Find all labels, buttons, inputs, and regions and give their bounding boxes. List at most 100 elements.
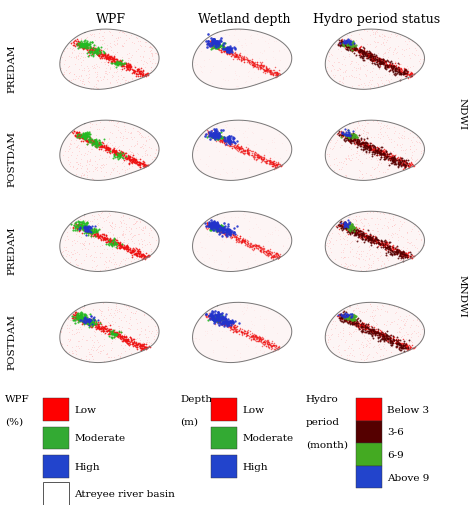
Point bbox=[124, 243, 132, 251]
Point bbox=[88, 314, 96, 322]
Point bbox=[263, 66, 271, 74]
Point bbox=[255, 336, 263, 344]
Point bbox=[147, 69, 155, 77]
Point bbox=[225, 226, 233, 234]
Point bbox=[386, 244, 393, 252]
Point bbox=[133, 342, 141, 350]
Point bbox=[244, 237, 251, 245]
Point bbox=[76, 44, 84, 52]
Point bbox=[355, 228, 363, 236]
Point bbox=[213, 222, 220, 230]
Point bbox=[334, 312, 342, 320]
Point bbox=[404, 344, 412, 352]
Point bbox=[109, 167, 116, 175]
Point bbox=[76, 40, 83, 48]
Point bbox=[74, 342, 82, 350]
Point bbox=[212, 38, 220, 46]
Point bbox=[213, 129, 220, 137]
Point bbox=[396, 340, 403, 348]
Point bbox=[215, 46, 223, 55]
Point bbox=[352, 313, 359, 321]
Point bbox=[367, 241, 375, 249]
Point bbox=[233, 329, 240, 337]
Point bbox=[126, 154, 134, 162]
Point bbox=[74, 131, 82, 139]
Point bbox=[381, 240, 389, 248]
Point bbox=[362, 142, 369, 150]
Point bbox=[269, 161, 276, 169]
Point bbox=[390, 51, 397, 59]
Point bbox=[86, 228, 93, 236]
Point bbox=[138, 251, 146, 259]
Point bbox=[351, 136, 359, 144]
Point bbox=[106, 329, 113, 337]
Point bbox=[224, 46, 231, 54]
Point bbox=[68, 330, 76, 338]
Point bbox=[140, 144, 147, 153]
Point bbox=[347, 223, 355, 231]
Point bbox=[365, 139, 373, 147]
Point bbox=[255, 64, 262, 72]
Point bbox=[114, 61, 122, 69]
Point bbox=[380, 149, 387, 157]
Point bbox=[139, 53, 146, 61]
Point bbox=[119, 155, 127, 163]
Point bbox=[208, 43, 216, 51]
Point bbox=[103, 52, 111, 60]
Point bbox=[339, 255, 346, 263]
Point bbox=[219, 135, 227, 143]
Point bbox=[124, 64, 132, 72]
Point bbox=[360, 323, 368, 331]
Point bbox=[364, 324, 371, 332]
Point bbox=[76, 226, 84, 234]
Point bbox=[98, 37, 105, 45]
Point bbox=[106, 64, 113, 72]
Point bbox=[132, 160, 140, 168]
Point bbox=[224, 44, 232, 52]
Point bbox=[111, 209, 119, 217]
Point bbox=[226, 48, 233, 56]
Point bbox=[201, 327, 209, 335]
Point bbox=[218, 231, 226, 239]
Point bbox=[129, 232, 137, 240]
Point bbox=[124, 62, 131, 70]
Point bbox=[383, 153, 391, 161]
Point bbox=[381, 154, 388, 162]
Point bbox=[236, 257, 243, 265]
Point bbox=[222, 233, 229, 241]
Point bbox=[416, 317, 423, 325]
Point bbox=[403, 253, 411, 261]
Point bbox=[91, 231, 99, 239]
Point bbox=[394, 245, 402, 253]
Point bbox=[379, 145, 386, 154]
Point bbox=[121, 77, 128, 85]
Point bbox=[366, 41, 374, 49]
Point bbox=[123, 336, 131, 344]
Point bbox=[356, 263, 364, 271]
Point bbox=[205, 312, 212, 320]
Point bbox=[356, 140, 364, 148]
Point bbox=[198, 69, 206, 77]
Point bbox=[84, 315, 92, 323]
Point bbox=[252, 157, 260, 165]
Point bbox=[224, 136, 232, 144]
Point bbox=[105, 241, 113, 249]
Point bbox=[383, 252, 391, 261]
Point bbox=[407, 343, 414, 351]
Point bbox=[109, 241, 117, 249]
Point bbox=[90, 355, 97, 363]
Point bbox=[408, 255, 415, 263]
Point bbox=[95, 52, 102, 60]
Point bbox=[380, 151, 387, 159]
Point bbox=[364, 329, 372, 337]
Point bbox=[76, 43, 84, 51]
Point bbox=[267, 339, 275, 347]
Point bbox=[129, 340, 137, 348]
Point bbox=[396, 247, 404, 256]
Point bbox=[238, 144, 246, 153]
Point bbox=[229, 232, 237, 240]
Point bbox=[347, 318, 355, 326]
Point bbox=[358, 229, 366, 237]
Point bbox=[118, 334, 126, 342]
Point bbox=[383, 241, 391, 249]
